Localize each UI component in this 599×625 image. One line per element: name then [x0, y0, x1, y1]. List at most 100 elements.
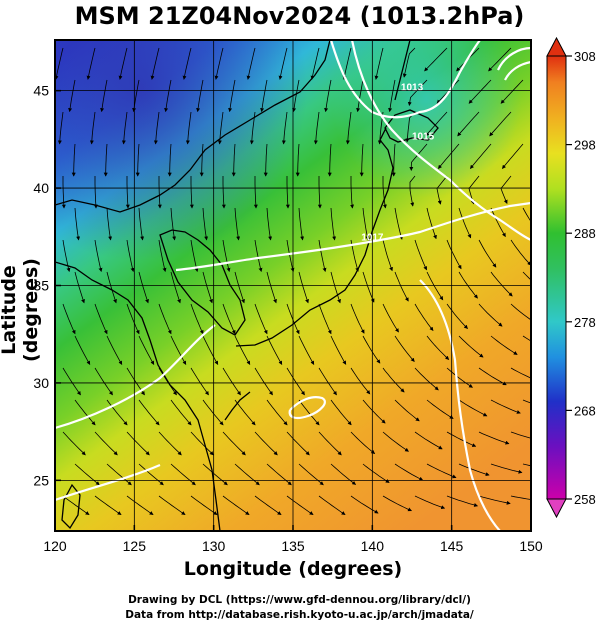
- streamline: [138, 335, 155, 365]
- streamline: [330, 207, 337, 241]
- colorbar-tick-label: 258: [574, 492, 596, 507]
- streamline: [222, 303, 236, 335]
- streamline: [94, 495, 122, 515]
- streamline: [374, 47, 384, 80]
- streamline: [190, 431, 214, 456]
- colorbar-tick-label: 268: [574, 403, 596, 418]
- streamline: [158, 431, 182, 456]
- streamline: [222, 367, 241, 396]
- streamline: [62, 239, 71, 273]
- streamline: [138, 399, 160, 426]
- streamline: [106, 207, 113, 241]
- streamline: [74, 271, 85, 304]
- streamline: [74, 399, 96, 426]
- streamline: [158, 367, 177, 396]
- contour-label: 1015: [412, 131, 435, 142]
- streamline: [362, 335, 381, 364]
- colorbar-tick-label: 298: [574, 138, 596, 153]
- streamline: [170, 207, 177, 241]
- streamline: [446, 367, 473, 388]
- streamline: [362, 399, 386, 424]
- streamline: [94, 367, 113, 396]
- streamline: [106, 271, 117, 304]
- isobar-south-a: [288, 396, 326, 420]
- streamline: [126, 495, 154, 515]
- streamline: [522, 335, 531, 342]
- streamline: [170, 335, 187, 365]
- streamline: [286, 495, 314, 515]
- streamline: [350, 431, 376, 455]
- streamline: [246, 47, 256, 80]
- streamline: [106, 399, 128, 426]
- isobar-1017: [175, 201, 531, 272]
- streamline: [402, 47, 416, 78]
- streamline: [157, 176, 162, 209]
- streamline: [414, 367, 439, 391]
- streamline: [253, 176, 258, 209]
- streamline: [62, 367, 81, 396]
- colorbar: 258 268 278 288 298 308: [546, 36, 596, 519]
- streamline: [158, 303, 172, 335]
- streamline: [234, 271, 245, 304]
- streamline: [263, 143, 268, 177]
- streamline: [318, 303, 332, 335]
- streamline: [202, 271, 213, 304]
- streamline: [138, 463, 164, 486]
- streamline: [318, 431, 342, 456]
- streamline: [190, 495, 218, 515]
- x-tick-label: 130: [202, 538, 226, 554]
- streamline: [234, 335, 251, 365]
- streamline: [234, 399, 256, 426]
- streamline: [106, 463, 132, 486]
- streamline: [425, 111, 448, 137]
- streamline: [61, 176, 66, 209]
- streamline: [221, 176, 226, 209]
- streamline: [490, 399, 521, 414]
- streamline: [330, 399, 352, 426]
- streamline: [394, 271, 409, 302]
- streamline: [164, 79, 172, 113]
- streamline: [68, 79, 76, 113]
- x-tick-label: 150: [519, 538, 543, 554]
- streamline: [458, 399, 488, 417]
- streamline: [74, 335, 91, 365]
- streamline: [324, 79, 332, 113]
- streamline: [342, 47, 352, 80]
- streamline: [436, 175, 448, 205]
- streamline: [266, 207, 273, 241]
- streamline: [286, 367, 305, 396]
- streamline: [414, 303, 434, 332]
- y-tick-label: 25: [33, 472, 49, 488]
- streamline: [185, 111, 192, 145]
- y-axis-ticks: 25 30 35 40 45: [33, 83, 61, 488]
- streamline: [424, 47, 448, 72]
- coastlines: [55, 40, 439, 531]
- x-tick-label: 135: [281, 538, 305, 554]
- streamline: [350, 176, 355, 209]
- streamline: [254, 239, 263, 273]
- streamline: [254, 367, 273, 396]
- streamline: [458, 463, 490, 477]
- streamline: [286, 239, 295, 273]
- colorbar-tick-label: 288: [574, 226, 596, 241]
- streamline: [313, 111, 320, 145]
- streamline: [62, 431, 86, 456]
- streamline: [501, 143, 524, 170]
- isobar-eastern-low: [497, 46, 531, 81]
- streamline: [118, 47, 128, 80]
- streamline: [382, 303, 399, 333]
- streamline: [489, 111, 512, 137]
- streamline: [231, 143, 236, 177]
- streamline: [202, 335, 219, 365]
- streamline: [426, 463, 457, 479]
- streamline: [74, 463, 100, 486]
- streamline: [93, 176, 98, 209]
- streamline: [510, 495, 531, 500]
- streamline: [281, 111, 288, 145]
- streamline: [199, 143, 204, 177]
- streamline: [234, 207, 241, 241]
- colorbar-gradient: [546, 55, 567, 500]
- streamline: [285, 176, 290, 209]
- streamline: [217, 111, 224, 145]
- streamline: [468, 79, 492, 104]
